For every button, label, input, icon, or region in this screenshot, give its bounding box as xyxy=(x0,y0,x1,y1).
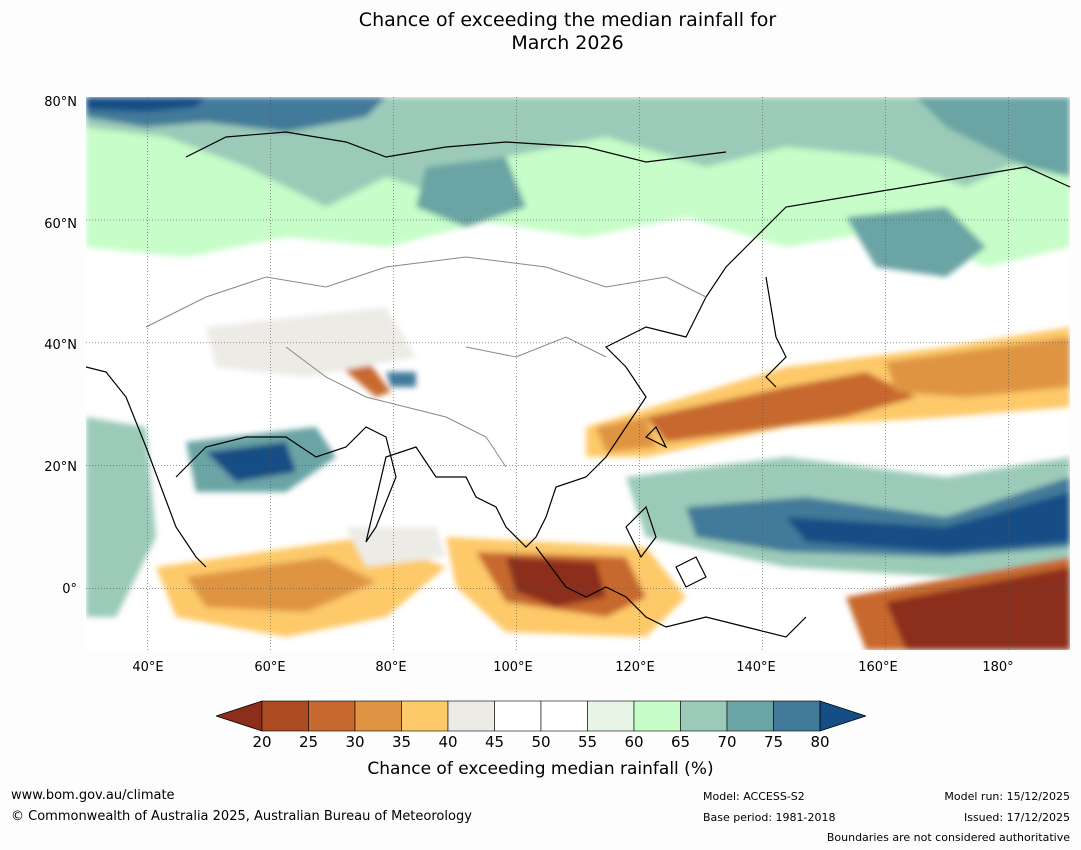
region-npac-east-dry xyxy=(886,337,1070,397)
colorbar-cell-30-35 xyxy=(354,700,402,732)
region-kamchatka-wet xyxy=(846,207,986,277)
footer-website[interactable]: www.bom.gov.au/climate xyxy=(11,788,175,803)
colorbar-tick-25: 25 xyxy=(298,733,319,751)
lon-label-80e: 80°E xyxy=(375,660,407,675)
country-borders xyxy=(145,256,707,468)
colorbar-tick-35: 35 xyxy=(391,733,412,751)
footer-model-run: Model run: 15/12/2025 xyxy=(944,790,1070,803)
lon-label-120e: 120°E xyxy=(615,660,655,675)
colorbar-cell-25-30 xyxy=(308,700,356,732)
colorbar xyxy=(216,700,866,732)
region-indian-grey xyxy=(346,527,446,567)
colorbar-tick-60: 60 xyxy=(624,733,644,751)
colorbar-tick-30: 30 xyxy=(345,733,365,751)
lat-label-80n: 80°N xyxy=(44,95,77,110)
region-eqpac-dry xyxy=(886,567,1070,650)
colorbar-tick-65: 65 xyxy=(670,733,691,751)
colorbar-cell-75-80 xyxy=(773,700,821,732)
region-nw-siberia-wet xyxy=(416,157,526,227)
region-arctic-darkest xyxy=(86,97,206,112)
rainfall-map xyxy=(86,97,1070,650)
region-bering-teal xyxy=(916,97,1070,177)
colorbar-cell-55-60 xyxy=(587,700,635,732)
lon-label-100e: 100°E xyxy=(493,660,533,675)
region-central-asia-grey xyxy=(206,307,416,377)
colorbar-tick-80: 80 xyxy=(810,733,830,751)
footer-base-period: Base period: 1981-2018 xyxy=(703,811,836,824)
colorbar-cell-65-70 xyxy=(680,700,728,732)
region-tibet-wet xyxy=(386,372,416,387)
region-indian-ocean-drier xyxy=(186,557,376,612)
colorbar-tick-45: 45 xyxy=(484,733,505,751)
lat-label-0: 0° xyxy=(62,582,77,597)
title-line-1: Chance of exceeding the median rainfall … xyxy=(358,9,777,31)
chart-title: Chance of exceeding the median rainfall … xyxy=(0,9,1081,55)
region-siberia-teal xyxy=(86,97,1070,207)
lon-label-60e: 60°E xyxy=(254,660,286,675)
region-arabian-deep xyxy=(206,442,296,482)
colorbar-cell-50-55 xyxy=(540,700,588,732)
region-npac-dry xyxy=(646,372,916,442)
colorbar-tick-70: 70 xyxy=(717,733,737,751)
lon-label-160e: 160°E xyxy=(858,660,898,675)
colorbar-tick-55: 55 xyxy=(577,733,598,751)
colorbar-over-arrow xyxy=(819,700,866,732)
lat-label-60n: 60°N xyxy=(44,217,77,232)
colorbar-cell-60-65 xyxy=(633,700,681,732)
coastlines xyxy=(86,131,1070,638)
colorbar-under-arrow xyxy=(216,700,263,732)
colorbar-tick-40: 40 xyxy=(438,733,458,751)
lon-label-140e: 140°E xyxy=(736,660,776,675)
region-sea-dry xyxy=(596,417,656,452)
colorbar-cell-40-45 xyxy=(447,700,495,732)
colorbar-tick-75: 75 xyxy=(763,733,784,751)
colorbar-cell-70-75 xyxy=(726,700,774,732)
map-svg xyxy=(86,97,1070,650)
lon-label-40e: 40°E xyxy=(132,660,164,675)
colorbar-cell-35-40 xyxy=(401,700,449,732)
footer-disclaimer: Boundaries are not considered authoritat… xyxy=(826,831,1070,844)
lat-label-40n: 40°N xyxy=(44,338,77,353)
region-tropac-deep xyxy=(786,492,1070,552)
lat-label-20n: 20°N xyxy=(44,460,77,475)
footer-copyright: © Commonwealth of Australia 2025, Austra… xyxy=(11,809,472,824)
footer-issued: Issued: 17/12/2025 xyxy=(963,811,1070,824)
colorbar-tick-50: 50 xyxy=(531,733,551,751)
lon-label-180: 180° xyxy=(982,660,1014,675)
region-africa-teal xyxy=(86,417,156,617)
colorbar-cell-45-50 xyxy=(494,700,542,732)
colorbar-tick-20: 20 xyxy=(252,733,272,751)
colorbar-label: Chance of exceeding median rainfall (%) xyxy=(367,759,714,779)
title-line-2: March 2026 xyxy=(511,32,624,54)
footer-model: Model: ACCESS-S2 xyxy=(703,790,805,803)
colorbar-cell-20-25 xyxy=(261,700,309,732)
